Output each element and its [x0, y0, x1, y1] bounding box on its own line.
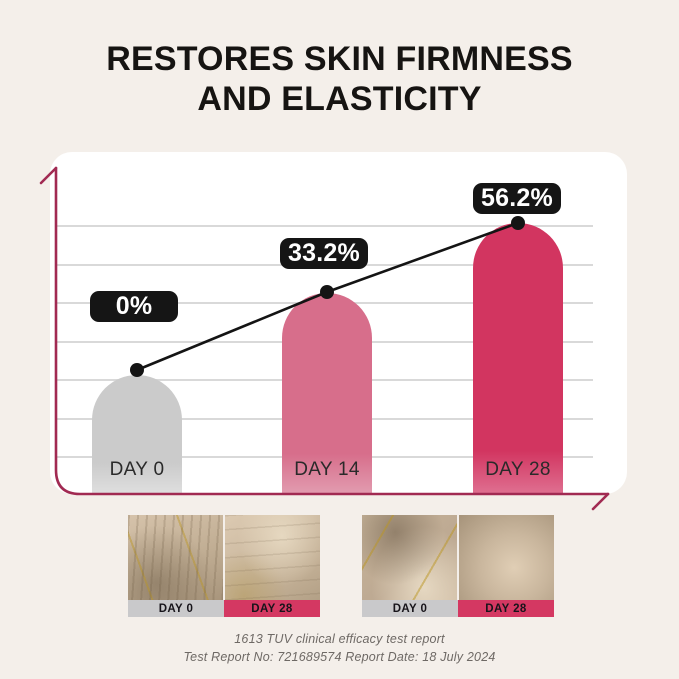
comparison-labels: DAY 0 DAY 28: [128, 600, 320, 617]
bar-label-day0: DAY 0: [109, 459, 165, 480]
value-label-day0: 0%: [90, 291, 178, 322]
strip-label-day0: DAY 0: [362, 600, 458, 617]
bar-label-day28: DAY 28: [485, 459, 551, 480]
bar-day28: DAY 28: [473, 223, 563, 494]
skin-photo-day0: [128, 515, 223, 600]
strip-label-day28: DAY 28: [224, 600, 320, 617]
strip-label-day0: DAY 0: [128, 600, 224, 617]
comparison-labels: DAY 0 DAY 28: [362, 600, 554, 617]
footer-line1: 1613 TUV clinical efficacy test report: [234, 632, 445, 646]
y-axis-arrow-icon: [39, 166, 58, 185]
data-point-day28: [511, 216, 525, 230]
value-label-day28: 56.2%: [473, 183, 561, 214]
comparison-photos: [128, 515, 320, 600]
data-point-day14: [320, 285, 334, 299]
page-title-line1: RESTORES SKIN FIRMNESS: [106, 40, 573, 78]
page-title-line2: AND ELASTICITY: [197, 79, 482, 118]
footer-line2: Test Report No: 721689574 Report Date: 1…: [183, 650, 496, 665]
comparison-pair-2: DAY 0 DAY 28: [362, 515, 554, 617]
strip-label-day28: DAY 28: [458, 600, 554, 617]
trend-line: [130, 216, 525, 377]
comparison-photos: [362, 515, 554, 600]
data-point-day0: [130, 363, 144, 377]
skin-photo-day28: [459, 515, 554, 600]
bar-day14: DAY 14: [282, 293, 372, 494]
value-label-day14: 33.2%: [280, 238, 368, 269]
gridline: [56, 225, 593, 227]
bar-label-day14: DAY 14: [294, 459, 360, 480]
axis-arrows: [39, 166, 610, 511]
comparison-pair-1: DAY 0 DAY 28: [128, 515, 320, 617]
skin-photo-day28: [225, 515, 320, 600]
x-axis-arrow-icon: [591, 492, 610, 511]
chart-card: DAY 0 DAY 14 DAY 28 0% 33.2% 56.2%: [39, 152, 627, 511]
skin-photo-day0: [362, 515, 457, 600]
footer-note: 1613 TUV clinical efficacy test report T…: [0, 630, 679, 666]
bar-day0: DAY 0: [92, 375, 182, 494]
page-title: RESTORES SKIN FIRMNESS AND ELASTICITY: [0, 40, 679, 120]
